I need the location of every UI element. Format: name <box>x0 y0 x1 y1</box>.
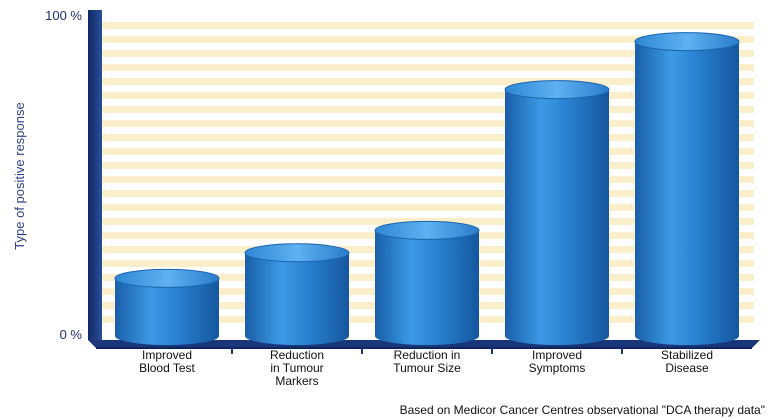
x-category-label: Improved Symptoms <box>529 348 586 375</box>
x-category-label-line: in Tumour <box>270 361 323 375</box>
y-tick-100: 100 % <box>45 8 82 23</box>
x-category-label-line: Reduction in <box>394 348 461 362</box>
bar-top <box>114 268 220 288</box>
source-footnote: Based on Medicor Cancer Centres observat… <box>399 403 765 417</box>
x-category-label-line: Improved <box>532 348 582 362</box>
background-stripe <box>102 106 754 113</box>
bar-top <box>374 220 480 240</box>
x-ticks-group <box>231 348 623 354</box>
background-stripe <box>102 162 754 169</box>
x-category-label: Reduction in Tumour Markers <box>270 348 324 388</box>
bar-body <box>375 230 479 345</box>
bar-body <box>245 252 349 345</box>
background-stripe <box>102 120 754 127</box>
background-stripe <box>102 176 754 183</box>
y-axis-label: Type of positive response <box>12 102 27 249</box>
y-axis <box>88 10 102 340</box>
bar <box>244 243 350 345</box>
x-category-label: Reduction in Tumour Size <box>393 348 461 375</box>
background-stripe <box>102 64 754 71</box>
background-stripe <box>102 92 754 99</box>
x-category-label-line: Tumour Size <box>393 361 461 375</box>
x-category-label: Stabilized Disease <box>661 348 713 375</box>
bar-body <box>635 41 739 345</box>
x-category-label: Improved Blood Test <box>139 348 195 375</box>
bars-group <box>114 32 740 345</box>
bar-top <box>244 243 350 263</box>
bar <box>504 80 610 345</box>
bar-top <box>634 32 740 52</box>
x-category-label-line: Improved <box>142 348 192 362</box>
bar-top <box>504 80 610 100</box>
bar <box>374 220 480 345</box>
background-stripe <box>102 78 754 85</box>
x-category-label-line: Symptoms <box>529 361 586 375</box>
bar <box>634 32 740 345</box>
x-category-label-line: Markers <box>275 374 318 388</box>
background-stripe <box>102 204 754 211</box>
bar-body <box>505 89 609 345</box>
y-tick-0: 0 % <box>60 327 83 342</box>
x-category-label-line: Blood Test <box>139 361 195 375</box>
x-category-label-line: Reduction <box>270 348 324 362</box>
x-category-label-line: Stabilized <box>661 348 713 362</box>
background-stripe <box>102 36 754 43</box>
background-stripe <box>102 134 754 141</box>
background-stripe <box>102 190 754 197</box>
background-stripe <box>102 50 754 57</box>
bar <box>114 268 220 345</box>
x-category-label-line: Disease <box>665 361 709 375</box>
background-stripe <box>102 22 754 29</box>
background-stripe <box>102 148 754 155</box>
bar-body <box>115 278 219 345</box>
